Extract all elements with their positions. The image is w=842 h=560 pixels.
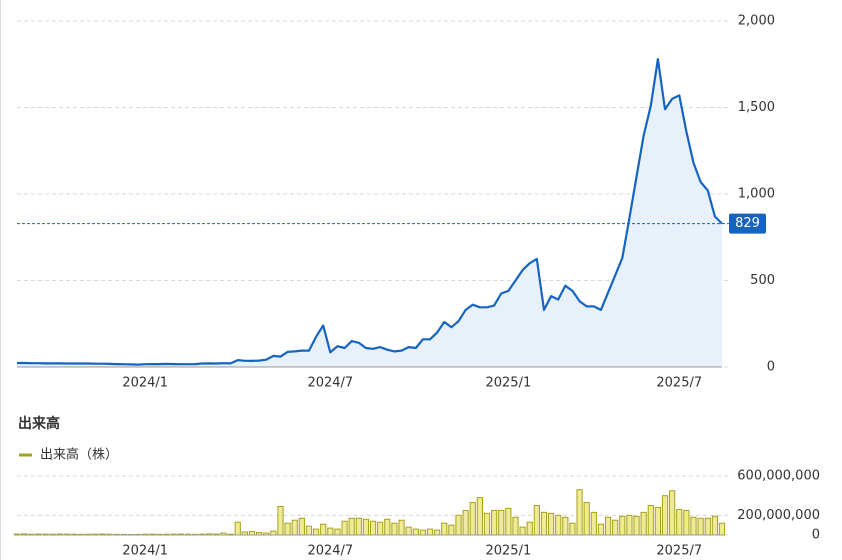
volume-bar	[718, 522, 726, 536]
volume-bar	[291, 519, 298, 536]
volume-bar	[711, 515, 718, 536]
volume-bar	[576, 489, 583, 536]
volume-bar	[305, 525, 313, 536]
volume-bar	[341, 520, 348, 536]
volume-bar	[455, 514, 462, 536]
volume-bar	[512, 516, 519, 536]
volume-bar	[369, 520, 377, 536]
volume-bar	[298, 517, 305, 536]
volume-bar	[633, 515, 640, 536]
volume-title: 出来高	[18, 415, 60, 432]
volume-bar	[234, 521, 241, 536]
volume-bar	[277, 505, 284, 536]
volume-bar	[661, 495, 669, 536]
y-tick-label: 600,000,000	[737, 469, 820, 484]
y-tick-label: 2,000	[738, 14, 775, 29]
volume-bar	[469, 502, 476, 536]
volume-bar	[405, 526, 412, 536]
volume-bar	[248, 531, 256, 536]
volume-bar	[384, 518, 391, 536]
y-tick-label: 500	[750, 273, 775, 288]
y-tick-label: 0	[812, 528, 820, 543]
volume-bar	[448, 524, 455, 536]
volume-bar	[704, 517, 711, 536]
volume-bar	[327, 527, 334, 536]
y-tick-label: 0	[767, 360, 775, 375]
volume-bar	[597, 523, 605, 536]
volume-bar	[654, 506, 662, 536]
y-tick-label: 200,000,000	[737, 508, 820, 523]
volume-bar	[676, 508, 683, 536]
volume-bar	[547, 512, 555, 536]
volume-bar	[669, 490, 676, 536]
volume-bar	[505, 507, 512, 536]
x-tick-label: 2025/7	[656, 376, 702, 391]
x-tick-label: 2025/7	[656, 544, 702, 559]
volume-bar	[526, 521, 533, 536]
volume-bar	[377, 521, 384, 536]
price-line	[17, 58, 723, 366]
x-tick-label: 2024/1	[122, 544, 168, 559]
volume-bar	[355, 517, 362, 536]
x-tick-label: 2025/1	[485, 376, 531, 391]
last-value-badge	[729, 213, 766, 234]
volume-bar	[640, 511, 647, 536]
price-area	[17, 59, 722, 367]
volume-bar	[426, 528, 434, 536]
volume-bar	[604, 516, 612, 536]
legend-label: 出来高（株）	[40, 447, 118, 463]
volume-bar	[619, 515, 626, 536]
volume-bar	[626, 514, 633, 536]
x-tick-label: 2025/1	[485, 544, 531, 559]
volume-bar	[647, 505, 654, 536]
volume-bar	[312, 528, 320, 536]
volume-bar	[391, 522, 398, 536]
volume-bar	[362, 518, 370, 536]
volume-bar	[419, 529, 427, 536]
x-tick-label: 2024/7	[307, 544, 353, 559]
volume-bar	[398, 519, 405, 536]
volume-bar	[434, 529, 441, 536]
last-value-label: 829	[735, 216, 760, 231]
y-tick-label: 1,000	[738, 187, 775, 202]
volume-bar	[533, 505, 540, 536]
x-tick-label: 2024/1	[122, 376, 168, 391]
volume-bar	[562, 516, 569, 536]
volume-bar	[690, 516, 697, 536]
volume-bar	[334, 528, 341, 536]
volume-bar	[583, 502, 590, 536]
y-tick-label: 1,500	[738, 100, 775, 115]
volume-bar	[483, 512, 491, 536]
volume-bar	[697, 517, 704, 536]
volume-bar	[590, 511, 597, 536]
volume-bar	[462, 509, 469, 536]
volume-bar	[569, 522, 576, 536]
volume-bar	[519, 526, 526, 536]
volume-bar	[441, 522, 448, 536]
volume-bar	[683, 509, 690, 536]
volume-bar	[270, 530, 277, 536]
volume-bar	[284, 522, 291, 536]
volume-bar	[491, 509, 498, 536]
volume-bar	[412, 528, 419, 536]
x-tick-label: 2024/7	[307, 376, 353, 391]
volume-bar	[555, 514, 562, 536]
volume-bar	[540, 511, 548, 536]
volume-bar	[348, 517, 355, 536]
volume-bar	[498, 509, 505, 536]
volume-bar	[612, 519, 619, 536]
volume-bar	[320, 523, 327, 536]
volume-bar	[476, 497, 483, 536]
